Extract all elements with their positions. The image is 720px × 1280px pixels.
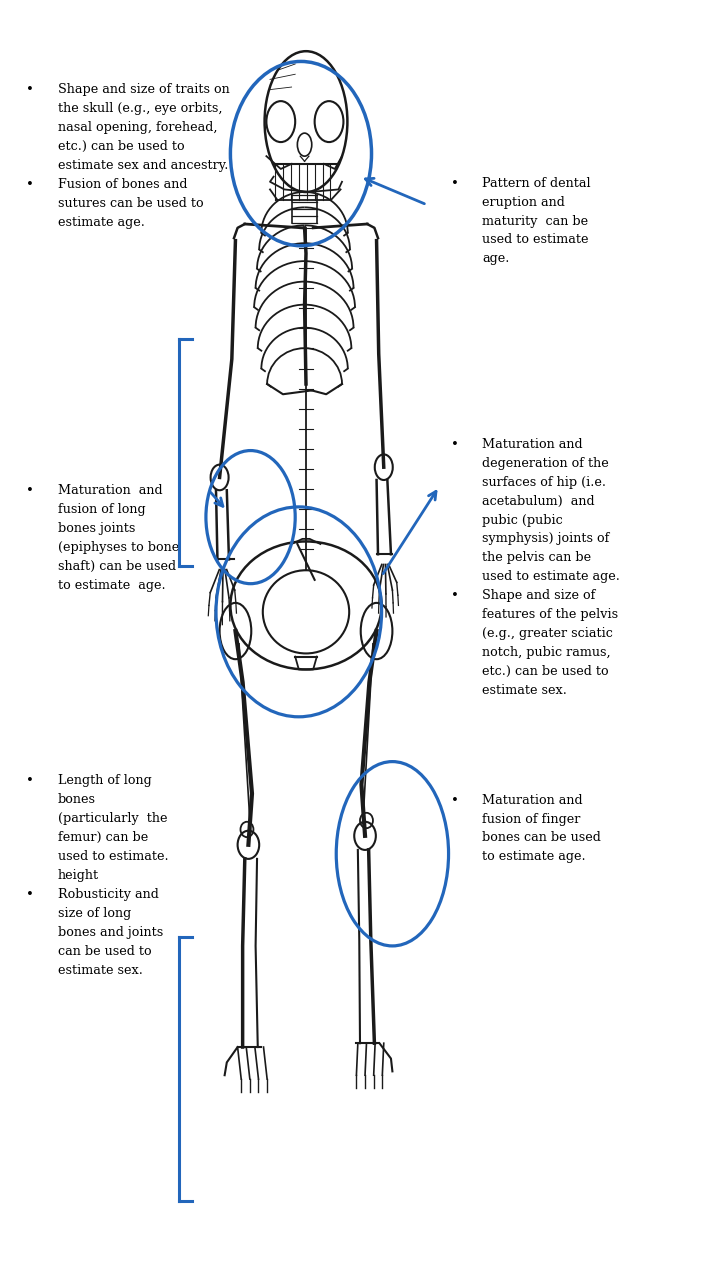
Text: to estimate  age.: to estimate age. [58,579,165,591]
Text: estimate age.: estimate age. [58,216,145,229]
Text: •: • [27,774,34,787]
Text: used to estimate age.: used to estimate age. [482,571,620,584]
Text: sutures can be used to: sutures can be used to [58,197,203,210]
Text: surfaces of hip (i.e.: surfaces of hip (i.e. [482,476,606,489]
Text: nasal opening, forehead,: nasal opening, forehead, [58,122,217,134]
Text: Maturation  and: Maturation and [58,484,162,497]
Text: maturity  can be: maturity can be [482,215,588,228]
Text: •: • [27,178,34,191]
Text: the pelvis can be: the pelvis can be [482,552,592,564]
Text: Shape and size of traits on: Shape and size of traits on [58,83,230,96]
Text: •: • [27,83,34,96]
Text: age.: age. [482,252,510,265]
Text: fusion of finger: fusion of finger [482,813,581,826]
Text: •: • [451,589,459,603]
Text: Length of long: Length of long [58,774,151,787]
Text: features of the pelvis: features of the pelvis [482,608,618,621]
Text: size of long: size of long [58,908,131,920]
Text: femur) can be: femur) can be [58,831,148,845]
Text: height: height [58,869,99,882]
Text: pubic (pubic: pubic (pubic [482,513,563,526]
Text: etc.) can be used to: etc.) can be used to [58,140,184,154]
Text: acetabulum)  and: acetabulum) and [482,494,595,508]
Text: used to estimate: used to estimate [482,233,589,247]
Text: can be used to: can be used to [58,945,151,957]
Text: estimate sex.: estimate sex. [58,964,143,977]
Text: etc.) can be used to: etc.) can be used to [482,666,609,678]
Text: estimate sex and ancestry.: estimate sex and ancestry. [58,159,228,172]
Text: bones and joints: bones and joints [58,925,163,940]
Text: (epiphyses to bone: (epiphyses to bone [58,540,179,554]
Text: eruption and: eruption and [482,196,565,209]
Text: the skull (e.g., eye orbits,: the skull (e.g., eye orbits, [58,102,222,115]
Text: Maturation and: Maturation and [482,438,583,451]
Text: •: • [451,177,459,189]
Text: estimate sex.: estimate sex. [482,684,567,698]
Text: •: • [451,794,459,806]
Text: Pattern of dental: Pattern of dental [482,177,591,189]
Text: symphysis) joints of: symphysis) joints of [482,532,610,545]
Text: bones can be used: bones can be used [482,832,601,845]
Text: Fusion of bones and: Fusion of bones and [58,178,187,191]
Text: shaft) can be used: shaft) can be used [58,559,176,572]
Text: Robusticity and: Robusticity and [58,888,158,901]
Text: Shape and size of: Shape and size of [482,589,595,603]
Text: used to estimate.: used to estimate. [58,850,168,863]
Text: (e.g., greater sciatic: (e.g., greater sciatic [482,627,613,640]
Text: fusion of long: fusion of long [58,503,145,516]
Text: bones joints: bones joints [58,522,135,535]
Text: degeneration of the: degeneration of the [482,457,609,470]
Text: to estimate age.: to estimate age. [482,850,586,864]
Text: notch, pubic ramus,: notch, pubic ramus, [482,646,611,659]
Text: •: • [27,888,34,901]
Text: •: • [27,484,34,497]
Text: (particularly  the: (particularly the [58,813,167,826]
Text: bones: bones [58,794,96,806]
Text: Maturation and: Maturation and [482,794,583,806]
Text: •: • [451,438,459,451]
